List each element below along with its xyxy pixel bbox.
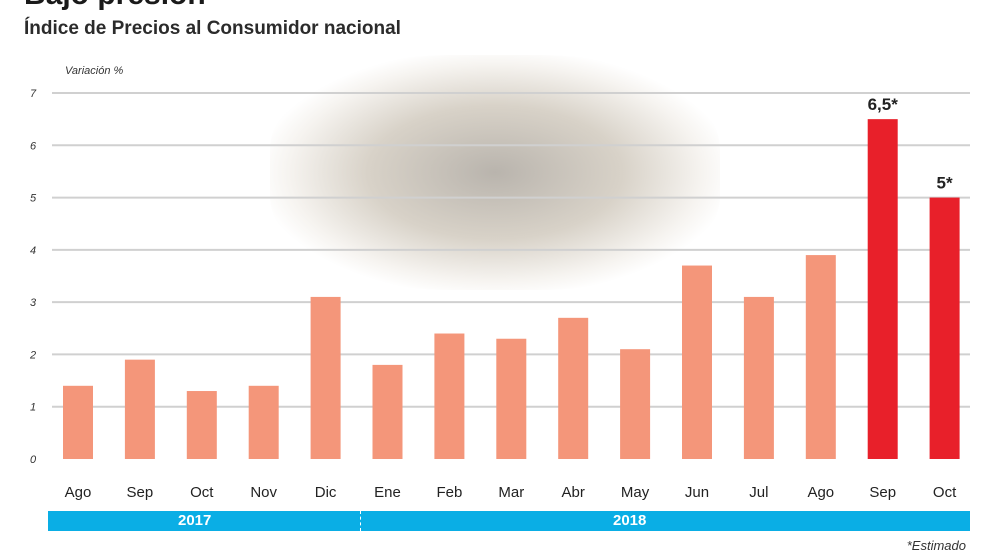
y-tick-label: 4	[30, 245, 36, 257]
bar	[558, 317, 589, 459]
x-tick-label: Mar	[498, 484, 524, 501]
bar	[186, 391, 217, 459]
x-tick-label: Abr	[562, 484, 585, 501]
chart-subtitle: Índice de Precios al Consumidor nacional	[24, 18, 401, 39]
x-tick-label: Ago	[807, 484, 834, 501]
bar	[434, 333, 465, 459]
y-tick-label: 0	[30, 454, 37, 466]
x-tick-label: Feb	[436, 484, 462, 501]
bar	[124, 359, 155, 459]
chart-title: Bajo presión	[24, 0, 206, 12]
x-tick-label: Oct	[933, 484, 957, 501]
bar	[63, 385, 93, 459]
y-axis-label: Variación %	[65, 65, 124, 77]
x-tick-label: Oct	[190, 484, 214, 501]
bar	[496, 338, 527, 459]
x-tick-label: Nov	[250, 484, 277, 501]
bar	[620, 349, 651, 459]
x-tick-label: Jun	[685, 484, 709, 501]
y-tick-label: 6	[30, 140, 37, 152]
year-2018: 2018	[613, 512, 647, 529]
bar	[805, 255, 836, 459]
year-band: 2017 2018	[48, 511, 970, 531]
bar	[310, 296, 341, 459]
x-tick-label: Dic	[315, 484, 337, 501]
bar-chart: Variación % 0 1 2 3 4 5 6 7 Ago Sep Oct Nov Dic Ene Fe…	[29, 65, 970, 501]
y-tick-label: 5	[30, 193, 37, 205]
bar	[372, 364, 403, 459]
x-tick-label: Jul	[749, 484, 768, 501]
data-label: 5*	[937, 174, 953, 193]
bar	[248, 385, 279, 459]
footnote: *Estimado	[906, 538, 966, 553]
data-label: 6,5*	[868, 95, 899, 114]
x-tick-label: Ago	[65, 484, 92, 501]
x-tick-label: Sep	[127, 484, 154, 501]
y-tick-label: 3	[30, 297, 37, 309]
y-tick-label: 7	[30, 88, 37, 100]
bar	[929, 197, 960, 460]
y-tick-label: 2	[29, 349, 36, 361]
year-divider	[360, 511, 361, 531]
bar	[682, 265, 712, 459]
bar	[867, 119, 898, 460]
x-tick-label: Ene	[374, 484, 401, 501]
bar	[743, 296, 774, 459]
x-tick-label: May	[621, 484, 650, 501]
year-2017: 2017	[178, 512, 212, 529]
x-tick-label: Sep	[869, 484, 896, 501]
y-tick-label: 1	[30, 402, 36, 414]
